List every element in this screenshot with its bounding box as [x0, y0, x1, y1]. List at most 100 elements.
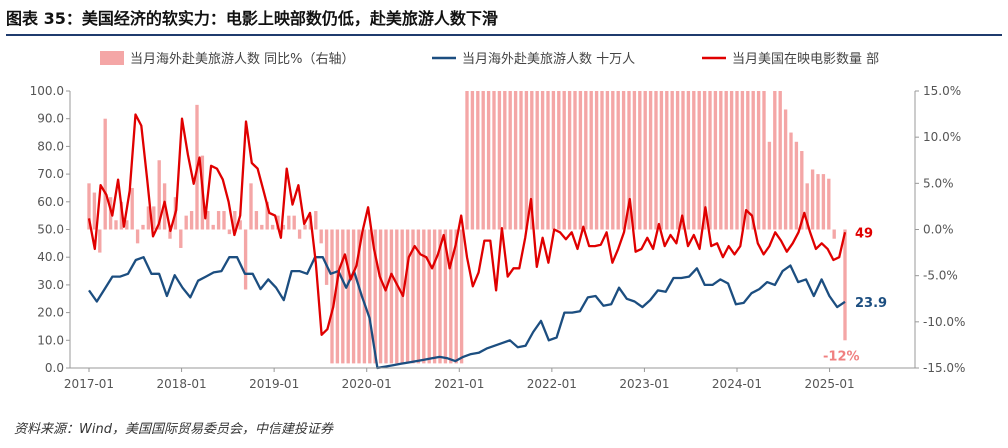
bar [648, 91, 653, 230]
left-tick-label: 30.0 [37, 278, 64, 292]
bar [670, 91, 674, 230]
bar [324, 229, 329, 285]
bar [805, 183, 809, 230]
bar [314, 211, 318, 230]
bar [443, 229, 448, 364]
bar [724, 91, 728, 230]
bar [432, 229, 437, 364]
bar [238, 220, 242, 230]
bar [389, 229, 394, 364]
axes: 100.0 90.0 80.0 70.0 60.0 50.0 40.0 30.0 20.0 10.… [30, 84, 966, 391]
bar [476, 91, 480, 230]
bar [135, 229, 140, 244]
left-tick-label: 40.0 [37, 250, 64, 264]
bar [616, 91, 620, 230]
bar [189, 211, 194, 230]
bar [449, 229, 453, 364]
x-tick-label: 2019-01 [249, 377, 299, 391]
title-rule [6, 34, 1002, 36]
bar [249, 183, 253, 230]
bar [384, 229, 388, 364]
bar [643, 91, 647, 230]
bar [519, 91, 523, 230]
x-tick-label: 2017-01 [64, 377, 114, 391]
bar [416, 229, 421, 364]
films-line-series [87, 113, 847, 336]
x-tick-label: 2025-01 [805, 377, 855, 391]
x-tick-label: 2024-01 [712, 377, 762, 391]
bar [87, 183, 91, 230]
bar [368, 229, 372, 364]
bar [233, 211, 237, 230]
bar [206, 211, 210, 230]
bar [411, 229, 415, 364]
bar [405, 229, 410, 364]
legend-label-films: 当月美国在映电影数量 部 [732, 52, 879, 67]
bar [540, 91, 545, 230]
bar [659, 91, 664, 230]
right-tick-label: 15.0% [923, 84, 961, 98]
bar [756, 91, 761, 230]
annotation-visitors-last: 23.9 [855, 296, 887, 311]
bar [524, 91, 529, 230]
bar [459, 229, 464, 364]
bar [357, 229, 361, 364]
bar [179, 229, 183, 248]
bar [184, 215, 188, 230]
bar [697, 91, 701, 230]
bar [783, 109, 788, 230]
bar [168, 229, 172, 239]
bar [211, 224, 215, 230]
bar [103, 118, 107, 230]
right-tick-label: 0.0% [923, 223, 954, 237]
bar [146, 206, 151, 230]
right-tick-label: -5.0% [923, 269, 958, 283]
bar [686, 91, 691, 230]
bar [600, 91, 604, 230]
bar [654, 91, 658, 230]
bar [503, 91, 507, 230]
bar [535, 91, 539, 230]
bar [746, 91, 750, 230]
bar [692, 91, 696, 230]
bar [297, 229, 302, 239]
left-tick-label: 100.0 [30, 84, 64, 98]
bar-series [87, 91, 847, 364]
films-line [87, 113, 847, 336]
bar [557, 91, 561, 230]
bar [465, 91, 469, 230]
left-tick-label: 90.0 [37, 112, 64, 126]
visitors-line [88, 256, 846, 370]
bar [832, 229, 836, 239]
left-tick-label: 10.0 [37, 333, 64, 347]
bar [584, 91, 588, 230]
bar [378, 229, 383, 364]
left-tick-label: 50.0 [37, 223, 64, 237]
bar [740, 91, 745, 230]
bar [773, 91, 777, 230]
visitors-line-series [88, 256, 846, 370]
bar [335, 229, 340, 364]
source-note: 资料来源：Wind，美国国际贸易委员会，中信建投证券 [14, 422, 333, 437]
bar [227, 229, 232, 235]
bar [751, 91, 755, 230]
legend-swatch-bar [100, 51, 124, 65]
x-tick-label: 2018-01 [157, 377, 207, 391]
bar [454, 229, 458, 364]
right-tick-label: -10.0% [923, 315, 965, 329]
bar [843, 229, 847, 341]
bar [546, 91, 550, 230]
bar [508, 91, 512, 230]
legend-label-visitors: 当月海外赴美旅游人数 十万人 [462, 52, 635, 67]
bar [708, 91, 712, 230]
bar [157, 160, 161, 230]
left-tick-label: 20.0 [37, 306, 64, 320]
right-tick-label: -15.0% [923, 361, 965, 375]
bar [92, 192, 97, 230]
bar [330, 229, 334, 364]
left-tick-label: 70.0 [37, 167, 64, 181]
bar [281, 224, 286, 230]
bar [303, 224, 307, 230]
bar [675, 91, 680, 230]
